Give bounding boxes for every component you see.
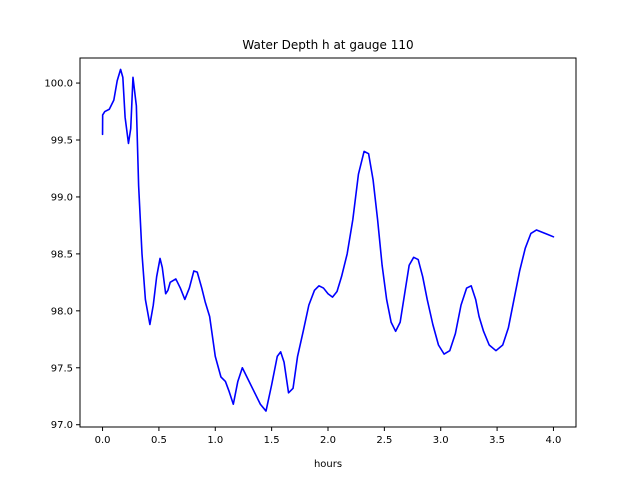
y-tick-label: 98.0 [51,306,73,317]
x-axis: 0.0 0.5 1.0 1.5 2.0 2.5 3.0 3.5 4.0 [95,427,562,446]
y-tick-label: 97.5 [51,363,73,374]
y-tick-label: 99.0 [51,192,73,203]
y-tick-label: 97.0 [51,420,73,431]
x-tick-label: 3.5 [489,435,505,446]
x-tick-label: 2.5 [376,435,392,446]
y-tick-label: 98.5 [51,249,73,260]
series-layer [101,68,555,412]
x-tick-label: 0.0 [95,435,111,446]
x-tick-label: 1.5 [264,435,280,446]
x-tick-label: 2.0 [320,435,336,446]
y-tick-label: 99.5 [51,136,73,147]
series-line-0 [101,68,555,412]
x-tick-label: 1.0 [207,435,223,446]
y-axis: 97.0 97.5 98.0 98.5 99.0 99.5 100.0 [44,79,80,431]
x-tick-label: 0.5 [151,435,167,446]
x-tick-label: 4.0 [546,435,562,446]
y-tick-label: 100.0 [44,79,73,90]
chart-title: Water Depth h at gauge 110 [242,38,413,52]
x-axis-label: hours [314,459,342,470]
x-tick-label: 3.0 [433,435,449,446]
